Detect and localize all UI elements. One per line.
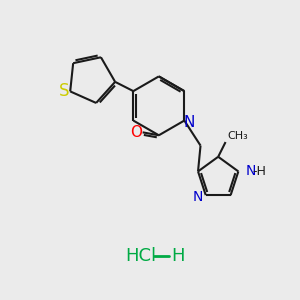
- Text: N: N: [245, 164, 256, 178]
- Text: N: N: [184, 115, 195, 130]
- Text: S: S: [58, 82, 69, 100]
- Text: O: O: [130, 125, 142, 140]
- Text: N: N: [192, 190, 203, 204]
- Text: H: H: [171, 247, 185, 265]
- Text: -H: -H: [252, 165, 266, 178]
- Text: HCl: HCl: [126, 247, 157, 265]
- Text: CH₃: CH₃: [227, 130, 248, 141]
